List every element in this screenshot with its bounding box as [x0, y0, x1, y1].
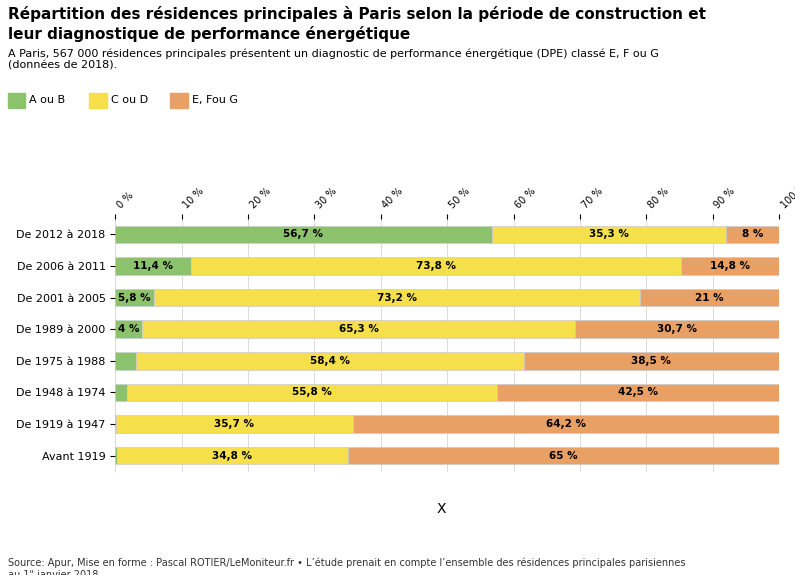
Bar: [726, 225, 779, 243]
Bar: [142, 320, 576, 338]
Text: 35,7 %: 35,7 %: [215, 419, 254, 429]
Text: 58,4 %: 58,4 %: [310, 356, 350, 366]
Bar: [497, 384, 779, 401]
Text: 56,7 %: 56,7 %: [284, 229, 324, 239]
Bar: [191, 257, 681, 275]
Bar: [353, 415, 779, 433]
Bar: [524, 352, 779, 370]
Bar: [115, 257, 191, 275]
Text: 8 %: 8 %: [742, 229, 763, 239]
Text: 30,7 %: 30,7 %: [657, 324, 697, 334]
Bar: [115, 289, 153, 306]
Text: 73,8 %: 73,8 %: [416, 261, 456, 271]
Bar: [115, 320, 142, 338]
Bar: [116, 415, 353, 433]
Text: 35,3 %: 35,3 %: [589, 229, 629, 239]
Text: A ou B: A ou B: [29, 95, 65, 105]
Bar: [491, 225, 726, 243]
Text: leur diagnostique de performance énergétique: leur diagnostique de performance énergét…: [8, 26, 410, 42]
Bar: [117, 447, 347, 465]
Text: A Paris, 567 000 résidences principales présentent un diagnostic de performance : A Paris, 567 000 résidences principales …: [8, 49, 659, 71]
Text: 73,2 %: 73,2 %: [377, 293, 417, 302]
Bar: [115, 352, 136, 370]
Text: Source: Apur, Mise en forme : Pascal ROTIER/LeMoniteur.fr • L’étude prenait en c: Source: Apur, Mise en forme : Pascal ROT…: [8, 558, 685, 575]
Text: 55,8 %: 55,8 %: [292, 388, 332, 397]
Bar: [115, 225, 491, 243]
Text: 64,2 %: 64,2 %: [546, 419, 586, 429]
Text: 4 %: 4 %: [118, 324, 139, 334]
Bar: [115, 384, 126, 401]
Text: 65 %: 65 %: [549, 451, 578, 461]
Bar: [126, 384, 497, 401]
Bar: [576, 320, 779, 338]
Text: C ou D: C ou D: [111, 95, 148, 105]
Bar: [136, 352, 524, 370]
Bar: [115, 447, 117, 465]
Text: 42,5 %: 42,5 %: [618, 388, 658, 397]
Text: 14,8 %: 14,8 %: [710, 261, 750, 271]
Text: E, Fou G: E, Fou G: [192, 95, 238, 105]
Text: X: X: [436, 502, 446, 516]
Bar: [153, 289, 640, 306]
Text: 5,8 %: 5,8 %: [118, 293, 151, 302]
Bar: [640, 289, 779, 306]
Text: 21 %: 21 %: [695, 293, 723, 302]
Text: 34,8 %: 34,8 %: [212, 451, 252, 461]
Text: 11,4 %: 11,4 %: [133, 261, 173, 271]
Text: 65,3 %: 65,3 %: [339, 324, 378, 334]
Text: 38,5 %: 38,5 %: [631, 356, 671, 366]
Bar: [681, 257, 779, 275]
Bar: [347, 447, 779, 465]
Text: Répartition des résidences principales à Paris selon la période de construction : Répartition des résidences principales à…: [8, 6, 706, 22]
